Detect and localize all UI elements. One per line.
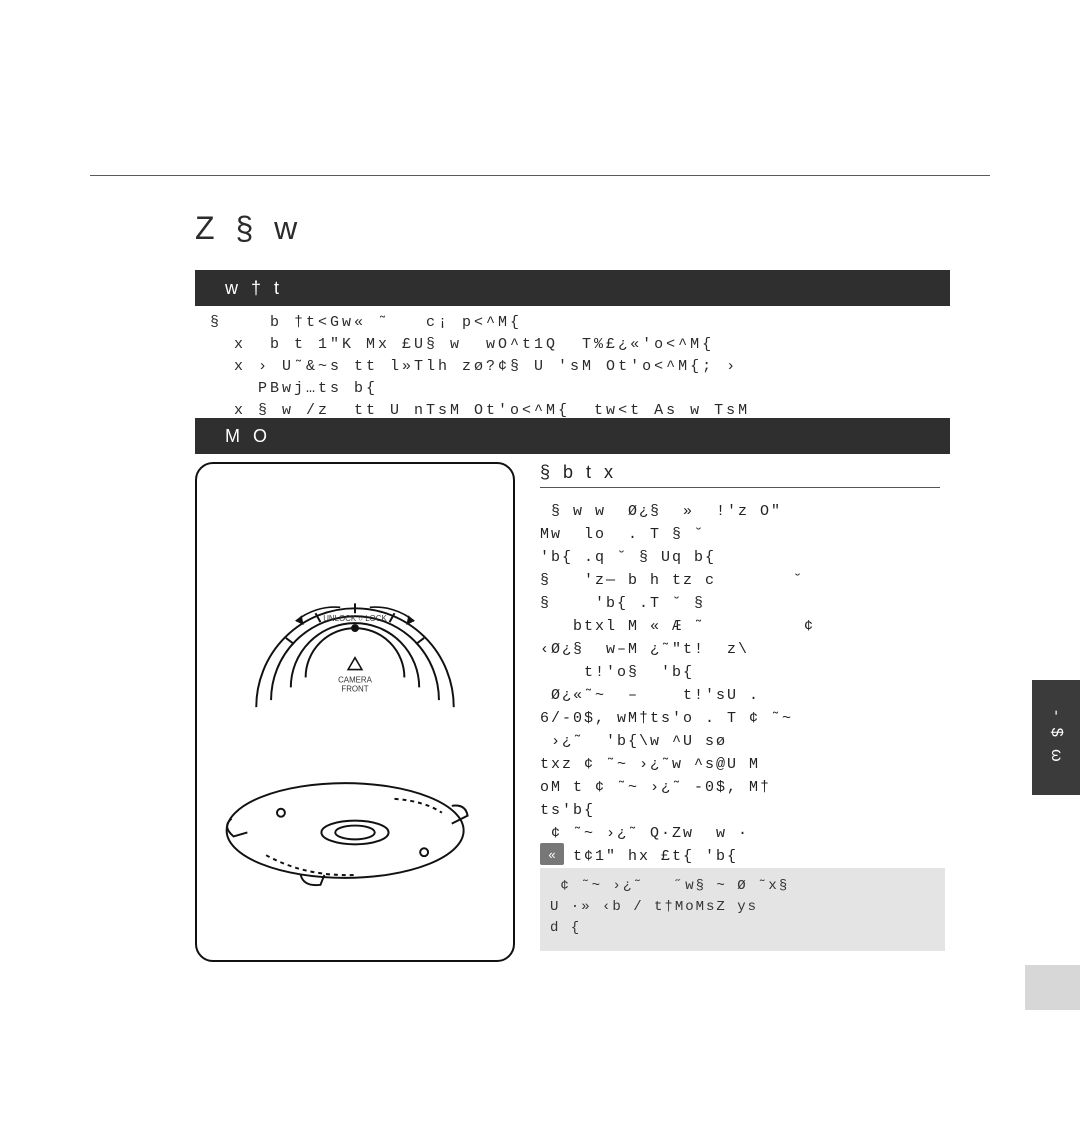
note-box: ¢ ˜~ ›¿˜ ˝w§ ~ Ø ˜x§ U ·» ‹b / t†MoMsZ y… [540,868,945,951]
illustration-frame: UNLOCK ○ LOCK CAMERA FRONT [195,462,515,962]
note-icon: « [540,843,564,865]
camera-front-label-1: CAMERA [338,675,372,684]
camera-front-label-2: FRONT [341,684,368,693]
side-tab: - $ ω [1032,680,1080,795]
page: Z § w w † t § b †t<Gw« ˜ c¡ p<^M{ x b t … [0,0,1080,1125]
section-heading-1-text: w † t [225,278,283,299]
mount-label-top: UNLOCK ○ LOCK [323,614,387,623]
section-heading-1: w † t [195,270,950,306]
subsection-heading: § b t x [540,462,940,488]
section-heading-2-text: M O [225,426,271,447]
section-heading-2: M O [195,418,950,454]
page-title: Z § w [195,210,303,247]
top-rule [90,175,990,176]
section-2-body: § w w Ø¿§ » !'z O" Mw lo . T § ˘ 'b{ .q … [540,500,945,868]
lens-mount-diagram: UNLOCK ○ LOCK CAMERA FRONT [197,464,513,960]
footer-tab [1025,965,1080,1010]
